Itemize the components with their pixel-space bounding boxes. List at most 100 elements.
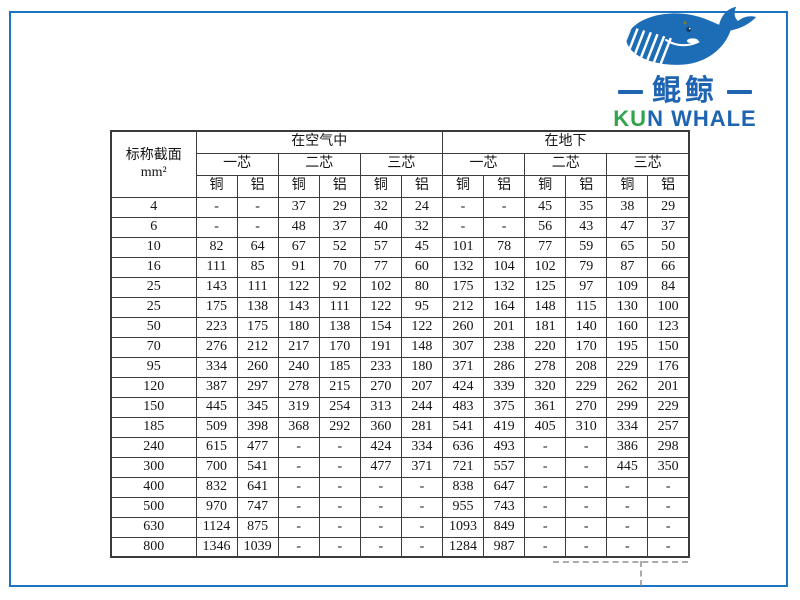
material-header: 铜 xyxy=(359,174,402,198)
value-cell: - xyxy=(400,496,443,518)
section-cell: 10 xyxy=(110,236,197,258)
value-cell: 445 xyxy=(195,396,238,418)
value-cell: - xyxy=(524,436,567,458)
value-cell: 78 xyxy=(483,236,526,258)
value-cell: 87 xyxy=(606,256,649,278)
section-cell: 4 xyxy=(110,196,197,218)
value-cell: 80 xyxy=(400,276,443,298)
brand-logo: 鲲鲸 KUN WHALE xyxy=(592,2,778,130)
table-row: 300 700 541- -477 371 721 557- -445 350 xyxy=(110,456,690,478)
value-cell: 334 xyxy=(606,416,649,438)
value-cell: 66 xyxy=(647,256,690,278)
value-cell: 207 xyxy=(400,376,443,398)
table-row: 185 509 398 368 292 360 281 541 419 405 310 334 257 xyxy=(110,416,690,438)
value-cell: - xyxy=(483,196,526,218)
value-cell: - xyxy=(565,456,608,478)
material-header: 铝 xyxy=(318,174,361,198)
value-cell: 79 xyxy=(565,256,608,278)
value-cell: 59 xyxy=(565,236,608,258)
value-cell: 483 xyxy=(441,396,485,418)
value-cell: 386 xyxy=(606,436,649,458)
value-cell: 95 xyxy=(400,296,443,318)
brand-dash-left xyxy=(617,89,643,94)
value-cell: 334 xyxy=(195,356,238,378)
value-cell: 747 xyxy=(236,496,279,518)
value-cell: 122 xyxy=(359,296,402,318)
section-cell: 240 xyxy=(110,436,197,458)
value-cell: 60 xyxy=(400,256,443,278)
table-row: 500 970 747- - - -955 743- - - - xyxy=(110,496,690,518)
value-cell: 138 xyxy=(318,316,361,338)
value-cell: 57 xyxy=(359,236,402,258)
value-cell: - xyxy=(318,496,361,518)
section-cell: 70 xyxy=(110,336,197,358)
brand-en-green-part: KU xyxy=(613,106,648,131)
value-cell: 320 xyxy=(524,376,567,398)
value-cell: 91 xyxy=(277,256,320,278)
whale-icon xyxy=(606,2,764,76)
value-cell: 371 xyxy=(441,356,485,378)
value-cell: - xyxy=(359,476,402,498)
value-cell: 43 xyxy=(565,216,608,238)
value-cell: 445 xyxy=(606,456,649,478)
value-cell: 233 xyxy=(359,356,402,378)
value-cell: - xyxy=(277,536,320,558)
material-header: 铜 xyxy=(277,174,320,198)
brand-name-cn: 鲲鲸 xyxy=(651,75,718,107)
value-cell: 541 xyxy=(441,416,485,438)
value-cell: 270 xyxy=(565,396,608,418)
value-cell: 160 xyxy=(606,316,649,338)
value-cell: 371 xyxy=(400,456,443,478)
value-cell: 164 xyxy=(483,296,526,318)
value-cell: 339 xyxy=(483,376,526,398)
value-cell: - xyxy=(606,516,649,538)
value-cell: 223 xyxy=(195,316,238,338)
value-cell: 170 xyxy=(565,336,608,358)
value-cell: 1346 xyxy=(195,536,238,558)
material-header: 铜 xyxy=(606,174,649,198)
value-cell: - xyxy=(606,536,649,558)
value-cell: 361 xyxy=(524,396,567,418)
table-row: 25 143 111 122 92 102 80 175 132 125 97 109 84 xyxy=(110,276,690,298)
value-cell: 175 xyxy=(195,296,238,318)
material-header: 铜 xyxy=(524,174,567,198)
group-header: 在空气中 xyxy=(195,130,443,154)
material-header: 铝 xyxy=(483,174,526,198)
value-cell: 319 xyxy=(277,396,320,418)
value-cell: 424 xyxy=(359,436,402,458)
value-cell: 220 xyxy=(524,336,567,358)
value-cell: 360 xyxy=(359,416,402,438)
value-cell: 212 xyxy=(236,336,279,358)
value-cell: 419 xyxy=(483,416,526,438)
value-cell: 424 xyxy=(441,376,485,398)
value-cell: - xyxy=(277,456,320,478)
value-cell: 50 xyxy=(647,236,690,258)
corner-label: 标称截面 xyxy=(125,147,182,163)
value-cell: 122 xyxy=(400,316,443,338)
value-cell: 278 xyxy=(524,356,567,378)
value-cell: - xyxy=(400,516,443,538)
value-cell: 297 xyxy=(236,376,279,398)
section-cell: 16 xyxy=(110,256,197,278)
table-row: 120 387 297 278 215 270 207 424 339 320 229 262 201 xyxy=(110,376,690,398)
group-header: 在地下 xyxy=(441,130,690,154)
value-cell: 56 xyxy=(524,216,567,238)
value-cell: 32 xyxy=(400,216,443,238)
value-cell: - xyxy=(318,516,361,538)
table-row: 95 334 260 240 185 233 180 371 286 278 208 229 176 xyxy=(110,356,690,378)
value-cell: - xyxy=(441,196,485,218)
value-cell: 201 xyxy=(483,316,526,338)
table-row: 400 832 641- - - -838 647- - - - xyxy=(110,476,690,498)
value-cell: 180 xyxy=(277,316,320,338)
material-header: 铝 xyxy=(565,174,608,198)
material-header: 铝 xyxy=(400,174,443,198)
value-cell: 180 xyxy=(400,356,443,378)
corner-header: 标称截面 mm² xyxy=(110,130,197,198)
value-cell: 849 xyxy=(483,516,526,538)
value-cell: 111 xyxy=(318,296,361,318)
value-cell: - xyxy=(400,536,443,558)
value-cell: 101 xyxy=(441,236,485,258)
value-cell: 270 xyxy=(359,376,402,398)
value-cell: 138 xyxy=(236,296,279,318)
value-cell: 636 xyxy=(441,436,485,458)
